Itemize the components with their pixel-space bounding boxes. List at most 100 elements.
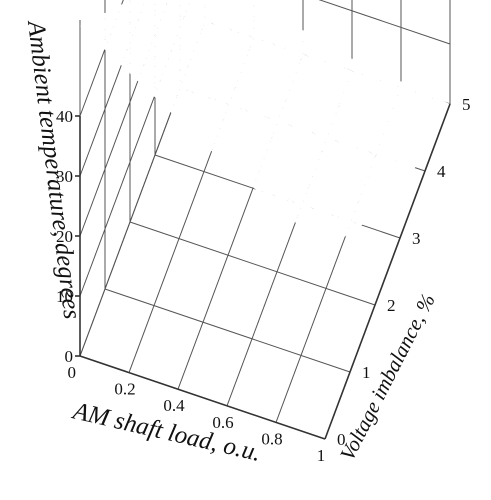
surface-cell	[289, 119, 313, 138]
surface-cell	[327, 194, 351, 214]
surface-cell	[266, 110, 290, 130]
surface-cell	[300, 80, 325, 100]
surface-cell	[209, 0, 234, 17]
surface-cell	[322, 146, 346, 165]
surface-cell	[319, 119, 343, 141]
y-tick-label: 1	[362, 363, 371, 382]
surface-cell	[210, 146, 234, 166]
z-tick-label: 0	[65, 347, 74, 366]
surface-cell	[361, 165, 386, 184]
surface-cell	[310, 180, 334, 200]
surface-cell	[175, 92, 199, 112]
surface-cell	[273, 105, 297, 125]
surface-cell	[275, 129, 299, 149]
surface-cell	[271, 158, 295, 178]
surface-cell	[250, 172, 274, 190]
surface-cell	[334, 188, 358, 208]
surface-cell	[357, 196, 381, 217]
surface-cell	[144, 12, 169, 32]
surface-cell	[233, 83, 257, 103]
surface-cell	[282, 199, 307, 217]
surface-cell	[182, 89, 206, 109]
surface-cell	[259, 189, 283, 207]
surface-cell	[321, 57, 346, 77]
surface-cell	[307, 73, 332, 93]
surface-cell	[170, 47, 194, 67]
surface-cell	[305, 47, 329, 66]
surface-cell	[238, 130, 262, 151]
surface-cell	[378, 176, 402, 196]
x-tick-label: 0.2	[114, 380, 135, 399]
grid-line-back-z	[79, 0, 124, 117]
surface-cell	[363, 95, 388, 118]
surface-cell	[231, 57, 255, 79]
surface-cell	[187, 62, 211, 82]
surface-cell	[361, 66, 385, 85]
surface-cell	[317, 175, 341, 195]
surface-cell	[382, 137, 406, 158]
grid-line-floor-y	[129, 221, 376, 306]
surface-cell	[298, 54, 322, 74]
surface-cell	[285, 148, 309, 168]
surface-cell	[377, 73, 401, 94]
surface-cell	[242, 24, 266, 44]
surface-cell	[206, 0, 214, 3]
surface-cell	[240, 154, 265, 173]
surface-cell	[426, 96, 450, 118]
surface-cell	[161, 0, 173, 4]
surface-cell	[96, 37, 120, 58]
surface-cell	[207, 47, 232, 69]
surface-cell	[328, 49, 352, 68]
surface-cell	[261, 140, 285, 159]
y-tick-label: 5	[462, 95, 471, 114]
surface-cell	[201, 127, 225, 147]
surface-cell	[264, 164, 288, 183]
surface-cell	[121, 0, 145, 20]
surface-cell	[277, 74, 301, 94]
surface-cell	[219, 0, 241, 12]
surface-cell	[298, 137, 323, 157]
surface-cell	[196, 82, 220, 102]
surface-cell	[159, 77, 183, 97]
surface-cell	[189, 9, 213, 27]
surface-cell	[249, 97, 274, 117]
surface-cell	[410, 88, 434, 110]
surface-cell	[287, 172, 311, 192]
surface-cell	[112, 53, 136, 73]
surface-cell	[329, 218, 353, 237]
surface-cell	[259, 116, 283, 135]
surface-cell	[208, 123, 232, 144]
surface-cell	[182, 13, 206, 32]
surface-cell	[180, 66, 204, 86]
surface-cell	[292, 216, 316, 234]
surface-cell	[326, 111, 350, 133]
surface-cell	[368, 155, 392, 177]
z-tick-label: 30	[56, 167, 73, 186]
surface-cell	[322, 222, 346, 240]
surface-cell	[268, 134, 292, 154]
surface-cell	[152, 80, 176, 101]
surface-cell	[178, 115, 202, 135]
surface-cell	[347, 177, 372, 197]
surface-cell	[194, 131, 218, 151]
surface-cell	[165, 0, 190, 18]
surface-cell	[156, 54, 181, 74]
surface-cell	[312, 126, 337, 147]
surface-cell	[308, 156, 332, 176]
surface-cell	[252, 121, 276, 141]
surface-cell	[184, 0, 203, 10]
surface-cell	[412, 122, 437, 145]
surface-cell	[291, 62, 315, 81]
surface-cell	[389, 126, 413, 148]
surface-cell	[129, 68, 153, 89]
surface-cell	[333, 104, 357, 125]
surface-cell	[324, 84, 348, 105]
surface-cell	[254, 67, 278, 87]
surface-cell	[217, 143, 241, 163]
surface-cell	[245, 0, 249, 1]
surface-cell	[310, 99, 334, 120]
surface-cell	[86, 18, 111, 38]
surface-cell	[306, 209, 330, 227]
z-axis-title: Ambient temperature, degrees	[22, 17, 86, 320]
